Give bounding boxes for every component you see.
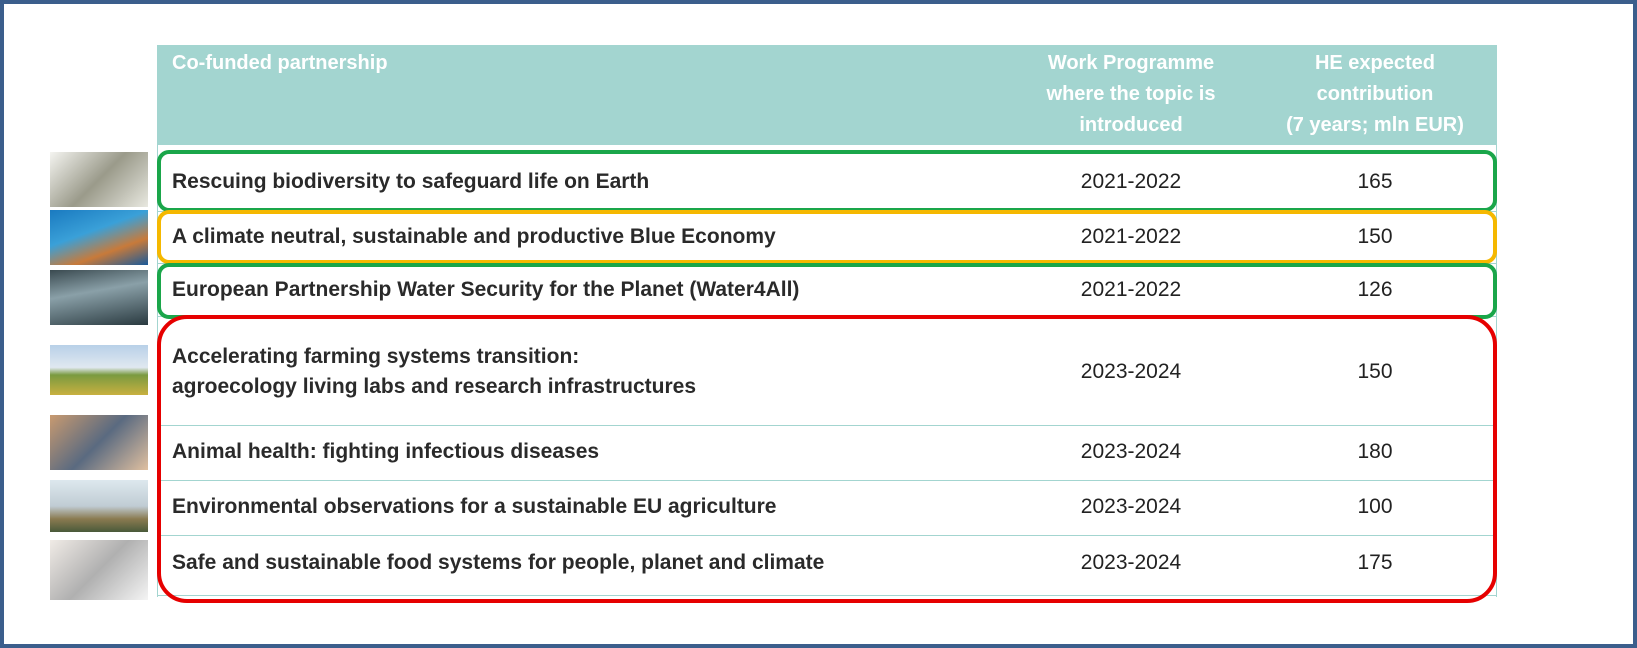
thumb-observations <box>50 480 148 532</box>
header-cell: where the topic is <box>1046 83 1216 105</box>
header-cell: HE expected <box>1314 52 1436 74</box>
highlight-red <box>157 315 1497 603</box>
partnership-name: Animal health: fighting infectious disea… <box>172 440 600 463</box>
partnership-name: Environmental observations for a sustain… <box>172 495 777 518</box>
work-programme: 2023-2024 <box>1080 360 1182 383</box>
contribution: 100 <box>1357 495 1393 518</box>
thumb-water <box>50 270 148 325</box>
thumb-biodiversity <box>50 152 148 207</box>
thumb-blue-economy <box>50 210 148 265</box>
work-programme: 2023-2024 <box>1080 440 1182 463</box>
row-separator <box>157 480 1497 481</box>
contribution: 165 <box>1357 170 1393 193</box>
partnership-name: Rescuing biodiversity to safeguard life … <box>172 170 650 193</box>
table-edge <box>157 45 158 597</box>
contribution: 180 <box>1357 440 1393 463</box>
table-edge <box>1496 45 1497 597</box>
contribution: 126 <box>1357 278 1393 301</box>
highlight-green <box>157 150 1497 212</box>
work-programme: 2021-2022 <box>1080 225 1182 248</box>
partnership-name: Safe and sustainable food systems for pe… <box>172 551 825 574</box>
row-separator <box>157 535 1497 536</box>
partnership-name: Accelerating farming systems transition: <box>172 345 580 368</box>
thumb-animal <box>50 415 148 470</box>
highlight-orange <box>157 210 1497 264</box>
work-programme: 2023-2024 <box>1080 495 1182 518</box>
header-cell: Co-funded partnership <box>172 52 388 74</box>
header-cell: (7 years; mln EUR) <box>1286 114 1464 136</box>
contribution: 150 <box>1357 225 1393 248</box>
partnership-name: European Partnership Water Security for … <box>172 278 800 301</box>
thumb-farming <box>50 345 148 395</box>
contribution: 150 <box>1357 360 1393 383</box>
work-programme: 2021-2022 <box>1080 278 1182 301</box>
work-programme: 2023-2024 <box>1080 551 1182 574</box>
header-cell: introduced <box>1079 114 1183 136</box>
header-cell: Work Programme <box>1047 52 1215 74</box>
partnership-name: agroecology living labs and research inf… <box>172 375 697 398</box>
partnership-name: A climate neutral, sustainable and produ… <box>172 225 776 248</box>
row-separator <box>157 425 1497 426</box>
work-programme: 2021-2022 <box>1080 170 1182 193</box>
row-separator <box>157 595 1497 596</box>
thumb-food <box>50 540 148 600</box>
contribution: 175 <box>1357 551 1393 574</box>
header-row <box>157 45 1497 145</box>
header-cell: contribution <box>1316 83 1434 105</box>
highlight-green <box>157 263 1497 319</box>
